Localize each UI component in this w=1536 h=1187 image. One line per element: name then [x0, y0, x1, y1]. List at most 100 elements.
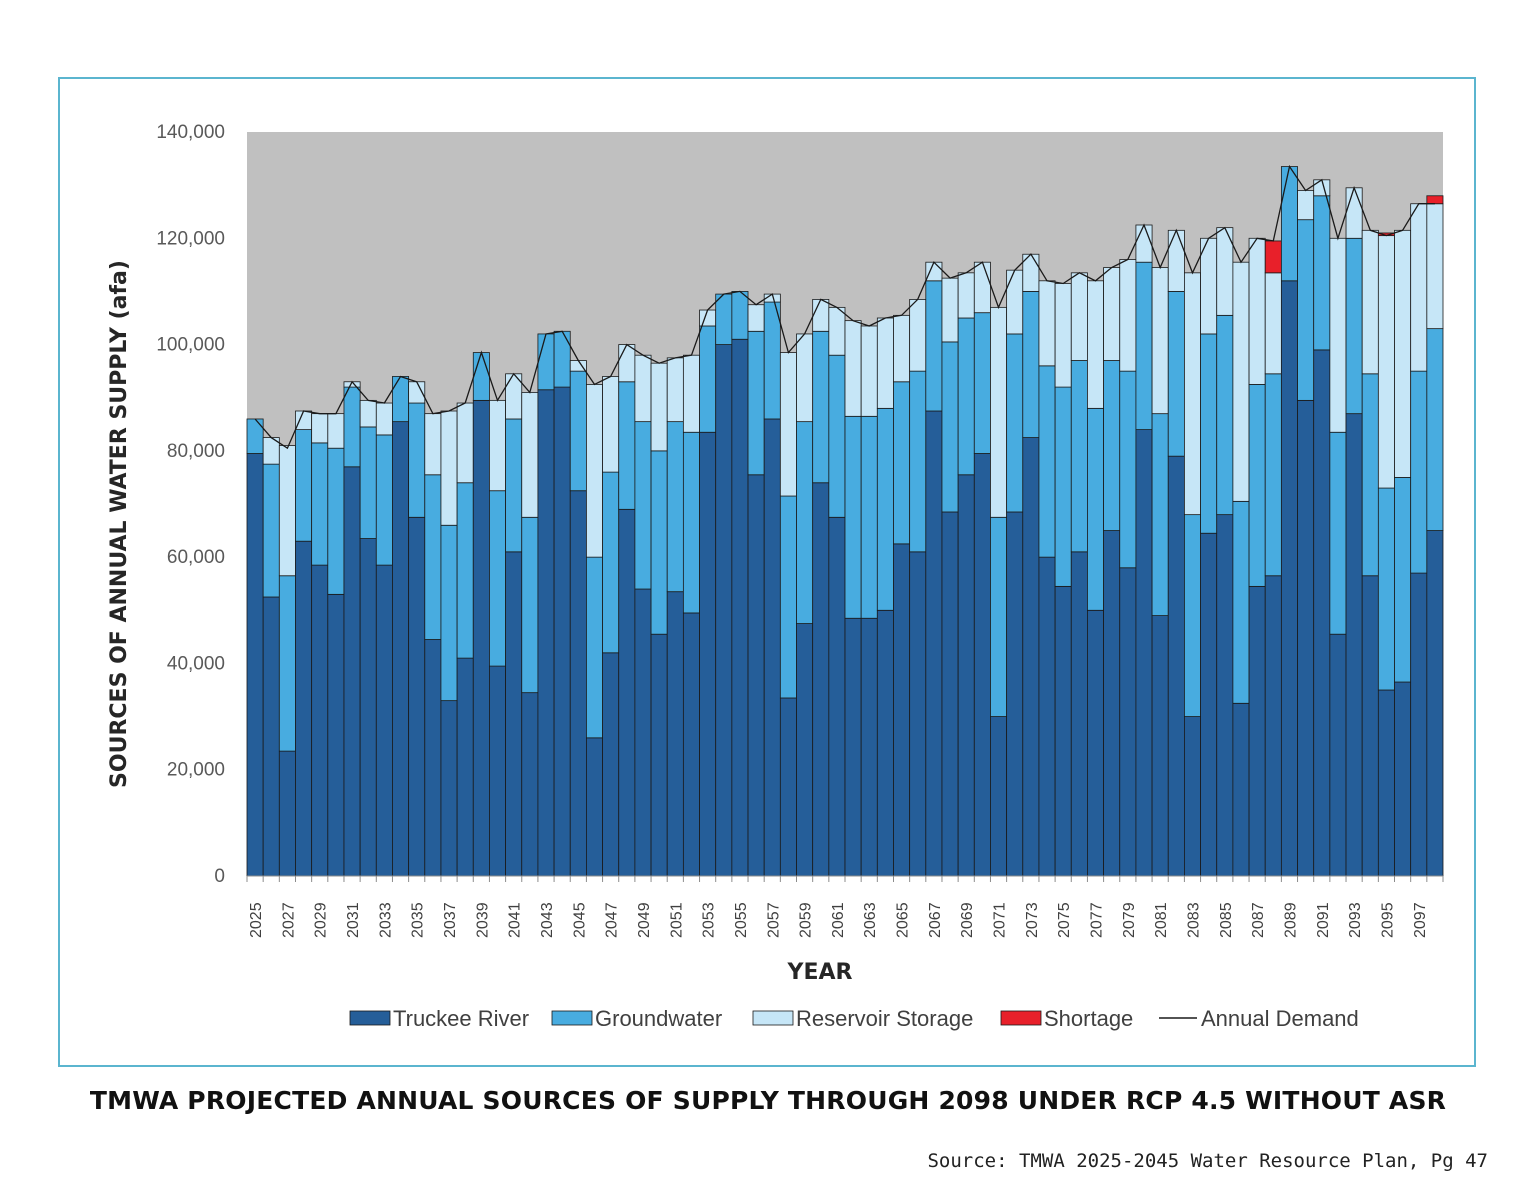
y-axis-title: SOURCES OF ANNUAL WATER SUPPLY (afa): [107, 260, 132, 788]
bar-groundwater: [343, 386, 361, 468]
x-tick-label: 2057: [765, 902, 782, 938]
bar-groundwater: [359, 426, 377, 539]
x-tick-label: 2067: [927, 902, 944, 938]
bar-reservoir-storage: [602, 376, 620, 473]
bar-truckee-river: [682, 612, 700, 877]
bar-groundwater: [1119, 370, 1137, 569]
bar-reservoir-storage: [1297, 190, 1315, 221]
bar-truckee-river: [1070, 551, 1088, 877]
bar-reservoir-storage: [295, 410, 313, 431]
bar-reservoir-storage: [747, 304, 765, 332]
bar-groundwater: [909, 370, 927, 553]
bar-truckee-river: [844, 617, 862, 877]
bar-groundwater: [1006, 333, 1024, 513]
bar-reservoir-storage: [957, 272, 975, 319]
x-tick-label: 2095: [1379, 902, 1396, 938]
bar-groundwater: [1297, 219, 1315, 401]
bar-groundwater: [973, 312, 991, 454]
x-tick-label: 2053: [701, 902, 718, 938]
bar-reservoir-storage: [618, 344, 636, 383]
bar-truckee-river: [1410, 572, 1428, 877]
x-tick-label: 2035: [410, 902, 427, 938]
x-tick-label: 2061: [830, 902, 847, 938]
bar-truckee-river: [909, 551, 927, 877]
x-tick-label: 2071: [992, 902, 1009, 938]
x-tick-label: 2029: [313, 902, 330, 938]
bar-reservoir-storage: [1087, 280, 1104, 409]
bar-reservoir-storage: [489, 399, 506, 492]
bar-reservoir-storage: [1070, 272, 1088, 361]
bar-truckee-river: [1345, 413, 1363, 877]
bar-truckee-river: [747, 474, 765, 877]
bar-groundwater: [860, 415, 878, 619]
bar-reservoir-storage: [311, 413, 329, 444]
figure-title: TMWA PROJECTED ANNUAL SOURCES OF SUPPLY …: [89, 1086, 1447, 1115]
bar-groundwater: [844, 415, 862, 619]
bar-truckee-river: [650, 633, 668, 877]
bar-truckee-river: [1038, 556, 1056, 877]
bar-reservoir-storage: [1184, 272, 1201, 516]
x-tick-label: 2033: [377, 902, 394, 938]
bar-truckee-river: [634, 588, 652, 877]
bar-truckee-river: [779, 697, 797, 877]
x-tick-label: 2059: [798, 902, 815, 938]
bar-reservoir-storage: [375, 402, 393, 436]
bar-groundwater: [1232, 500, 1250, 704]
bar-truckee-river: [1167, 455, 1185, 877]
bar-groundwater: [1426, 328, 1444, 531]
bar-reservoir-storage: [1232, 261, 1250, 502]
legend-groundwater-label: Groundwater: [595, 1006, 722, 1031]
bar-truckee-river: [375, 564, 393, 877]
bar-reservoir-storage: [779, 352, 797, 497]
bar-groundwater: [424, 474, 442, 640]
legend: Truckee River Groundwater Reservoir Storag…: [349, 1006, 1359, 1031]
bar-truckee-river: [1151, 615, 1169, 877]
bar-truckee-river: [1022, 437, 1040, 877]
bar-reservoir-storage: [828, 306, 846, 356]
x-tick-label: 2079: [1121, 902, 1138, 938]
bar-truckee-river: [424, 639, 442, 877]
x-tick-label: 2049: [636, 902, 653, 938]
bar-groundwater: [262, 463, 280, 598]
bar-reservoir-storage: [1377, 235, 1395, 489]
x-tick-label: 2075: [1056, 902, 1073, 938]
figure-source: Source: TMWA 2025-2045 Water Resource Pl…: [927, 1150, 1488, 1172]
bar-reservoir-storage: [699, 309, 717, 327]
x-tick-label: 2065: [895, 902, 912, 938]
legend-reservoir-storage-label: Reservoir Storage: [796, 1006, 973, 1031]
bar-groundwater: [618, 381, 636, 510]
bar-truckee-river: [796, 623, 814, 877]
x-tick-label: 2091: [1315, 902, 1332, 938]
bar-groundwater: [327, 447, 345, 595]
bar-reservoir-storage: [586, 384, 603, 558]
legend-annual-demand-label: Annual Demand: [1201, 1006, 1359, 1031]
legend-groundwater-swatch: [551, 1010, 593, 1026]
bar-groundwater: [1151, 413, 1169, 616]
bar-reservoir-storage: [424, 413, 442, 476]
bar-reservoir-storage: [682, 354, 700, 433]
x-tick-label: 2081: [1153, 902, 1170, 938]
bar-truckee-river: [408, 516, 426, 877]
bar-groundwater: [1377, 487, 1395, 691]
bar-groundwater: [375, 434, 393, 566]
x-tick-label: 2043: [539, 902, 556, 938]
bar-reservoir-storage: [650, 362, 668, 452]
bar-reservoir-storage: [1313, 179, 1331, 197]
bar-truckee-river: [1103, 530, 1121, 877]
x-tick-label: 2093: [1347, 902, 1364, 938]
y-tick-label: 40,000: [167, 653, 225, 674]
bar-groundwater: [1184, 514, 1201, 717]
bar-groundwater: [295, 429, 313, 542]
bar-truckee-river: [569, 490, 587, 877]
bar-truckee-river: [262, 596, 280, 877]
bar-truckee-river: [521, 692, 539, 877]
bar-reservoir-storage: [359, 399, 377, 428]
bar-truckee-river: [1426, 530, 1444, 877]
y-tick-label: 20,000: [167, 760, 225, 781]
bar-groundwater: [1394, 477, 1412, 683]
bar-groundwater: [828, 354, 846, 518]
bar-groundwater: [1200, 333, 1218, 534]
bar-groundwater: [489, 490, 506, 667]
x-tick-label: 2089: [1283, 902, 1300, 938]
x-tick-label: 2083: [1186, 902, 1203, 938]
